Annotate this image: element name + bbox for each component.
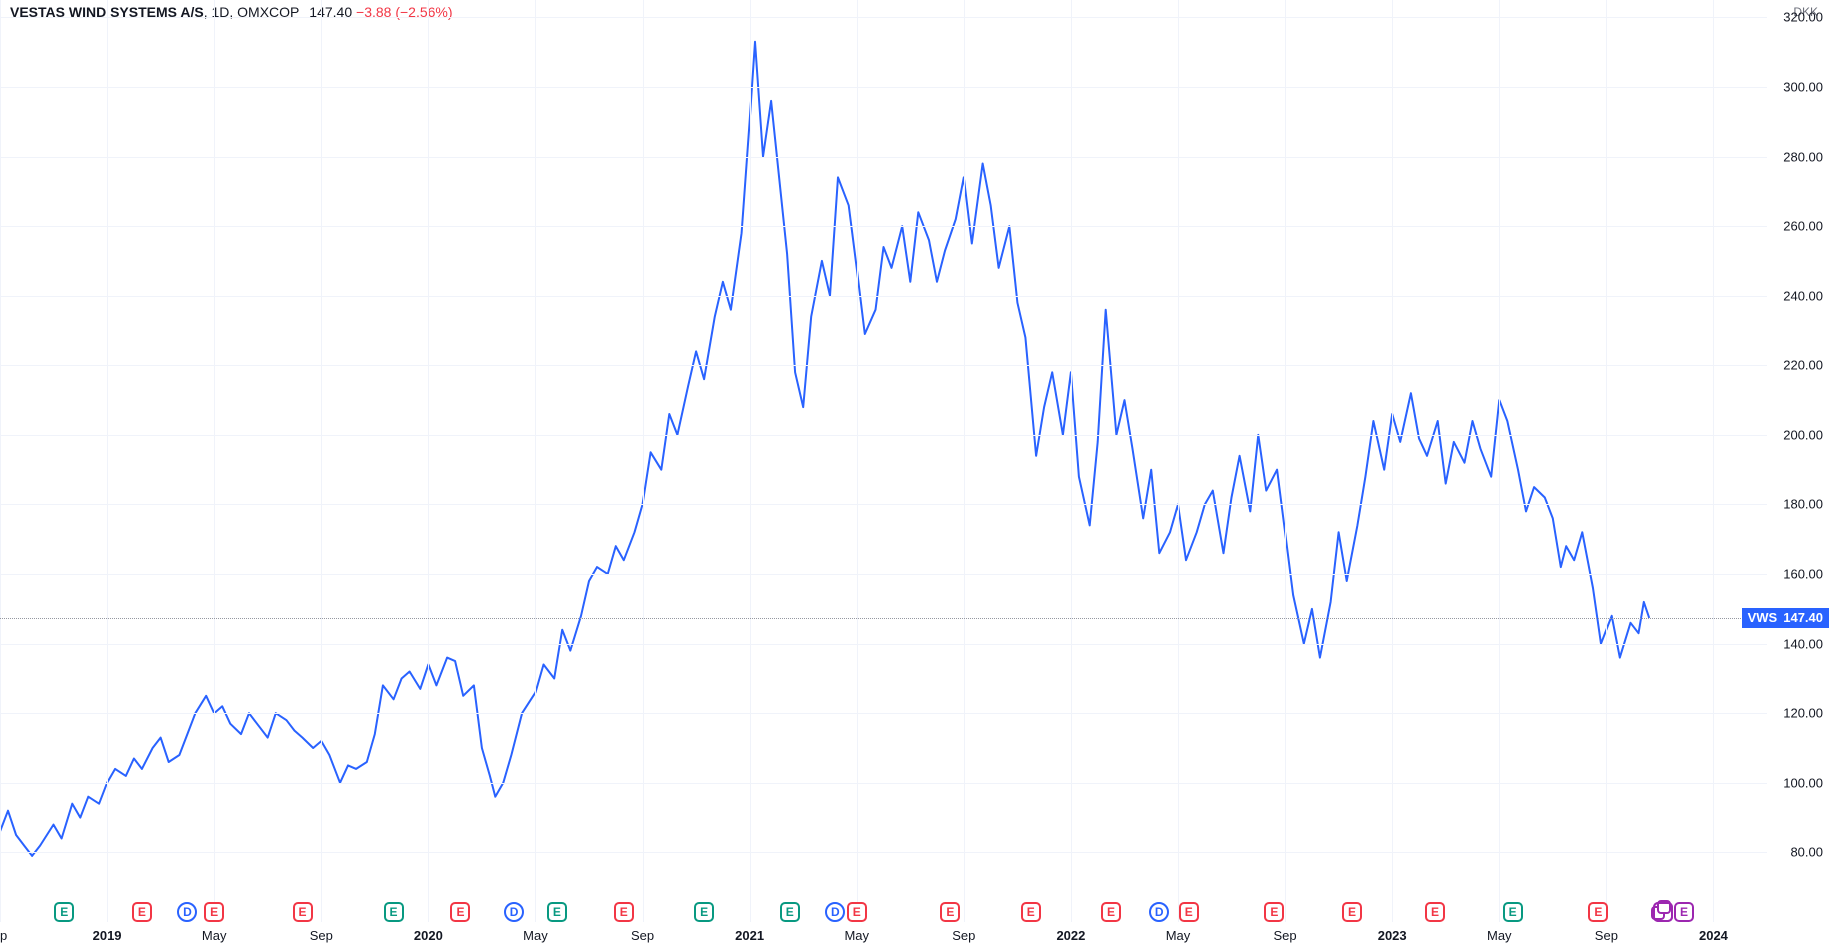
x-tick-label: 2023: [1378, 928, 1407, 943]
split-marker[interactable]: [1653, 902, 1673, 922]
x-tick-label: 2022: [1056, 928, 1085, 943]
last-price-line: [0, 618, 1767, 619]
dividend-marker[interactable]: D: [825, 902, 845, 922]
earnings-marker[interactable]: E: [1101, 902, 1121, 922]
x-tick-label: Sep: [631, 928, 654, 943]
x-tick-label: Sep: [1274, 928, 1297, 943]
earnings-marker[interactable]: E: [132, 902, 152, 922]
y-tick-label: 260.00: [1783, 219, 1823, 234]
x-tick-label: 2021: [735, 928, 764, 943]
y-tick-label: 80.00: [1790, 845, 1823, 860]
x-tick-label: May: [1487, 928, 1512, 943]
earnings-marker[interactable]: E: [1674, 902, 1694, 922]
dividend-marker[interactable]: D: [177, 902, 197, 922]
earnings-marker[interactable]: E: [1588, 902, 1608, 922]
y-tick-label: 300.00: [1783, 79, 1823, 94]
earnings-marker[interactable]: E: [204, 902, 224, 922]
earnings-marker[interactable]: E: [1179, 902, 1199, 922]
x-tick-label: May: [1166, 928, 1191, 943]
earnings-marker[interactable]: E: [54, 902, 74, 922]
price-line: [0, 42, 1649, 856]
x-tick-label: 2020: [414, 928, 443, 943]
x-tick-label: May: [844, 928, 869, 943]
y-tick-label: 240.00: [1783, 288, 1823, 303]
x-tick-label: Sep: [952, 928, 975, 943]
price-tag-ticker: VWS: [1748, 610, 1778, 625]
earnings-marker[interactable]: E: [780, 902, 800, 922]
earnings-marker[interactable]: E: [450, 902, 470, 922]
x-tick-label: Sep: [1595, 928, 1618, 943]
earnings-marker[interactable]: E: [614, 902, 634, 922]
x-tick-label: May: [523, 928, 548, 943]
price-tag-price: 147.40: [1783, 610, 1823, 625]
last-price-tag[interactable]: VWS 147.40: [1742, 608, 1829, 628]
earnings-marker[interactable]: E: [1342, 902, 1362, 922]
earnings-marker[interactable]: E: [847, 902, 867, 922]
earnings-marker[interactable]: E: [1503, 902, 1523, 922]
earnings-marker[interactable]: E: [547, 902, 567, 922]
y-tick-label: 140.00: [1783, 636, 1823, 651]
earnings-marker[interactable]: E: [1021, 902, 1041, 922]
dividend-marker[interactable]: D: [504, 902, 524, 922]
y-tick-label: 280.00: [1783, 149, 1823, 164]
x-tick-label: May: [202, 928, 227, 943]
y-tick-label: 100.00: [1783, 775, 1823, 790]
x-tick-label: 2019: [93, 928, 122, 943]
x-tick-label: 2024: [1699, 928, 1728, 943]
earnings-marker[interactable]: E: [694, 902, 714, 922]
x-tick-label: Sep: [310, 928, 333, 943]
y-tick-label: 200.00: [1783, 427, 1823, 442]
earnings-marker[interactable]: E: [384, 902, 404, 922]
y-tick-label: 220.00: [1783, 358, 1823, 373]
x-axis[interactable]: ep 2019 May Sep 2020 May Sep 2021 May Sep 2022 May S…: [0, 922, 1767, 950]
dividend-marker[interactable]: D: [1149, 902, 1169, 922]
y-tick-label: 120.00: [1783, 706, 1823, 721]
y-tick-label: 160.00: [1783, 567, 1823, 582]
y-tick-label: 180.00: [1783, 497, 1823, 512]
earnings-marker[interactable]: E: [293, 902, 313, 922]
earnings-marker[interactable]: E: [1425, 902, 1445, 922]
x-tick-label: ep: [0, 928, 7, 943]
y-tick-label: 320.00: [1783, 10, 1823, 25]
earnings-marker[interactable]: E: [940, 902, 960, 922]
earnings-marker[interactable]: E: [1264, 902, 1284, 922]
